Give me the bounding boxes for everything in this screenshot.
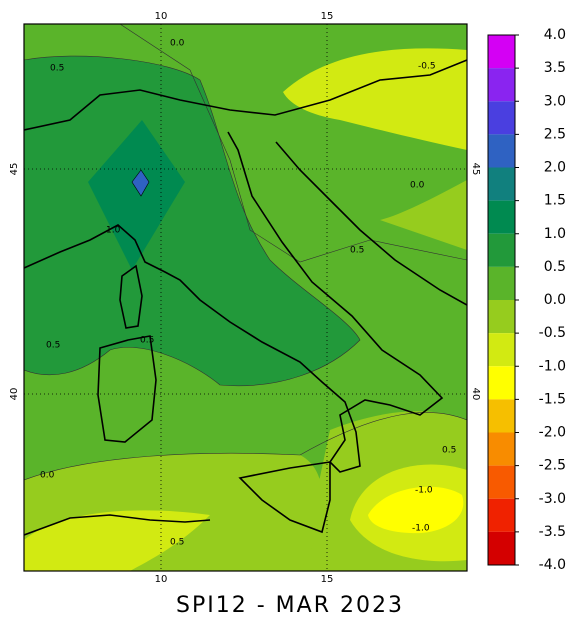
colorbar-label: 2.5 xyxy=(544,126,566,142)
colorbar-label: 2.0 xyxy=(544,160,566,176)
colorbar-band xyxy=(488,200,515,234)
colorbar-band xyxy=(488,300,515,334)
field-05-10 xyxy=(24,56,360,386)
colorbar-band xyxy=(488,134,515,168)
contour-label: 0.5 xyxy=(50,64,64,74)
contour-labels: 0.0 0.5 -0.5 0.0 1.0 0.5 0.5 0.5 0.0 0.5… xyxy=(40,39,456,548)
colorbar-band xyxy=(488,333,515,367)
sicily xyxy=(238,461,331,534)
contour-label: 0.0 xyxy=(170,39,185,49)
contour-label: 0.5 xyxy=(46,341,60,351)
lat-label: 45 xyxy=(470,163,481,176)
colorbar-label: -1.5 xyxy=(539,391,566,407)
colorbar-label: 0.5 xyxy=(544,259,566,275)
colorbar-label: 4.0 xyxy=(544,27,566,43)
title: SPI12 - MAR 2023 xyxy=(176,593,404,618)
contour-label: -0.5 xyxy=(418,62,436,72)
coastline xyxy=(24,131,444,473)
coastline xyxy=(275,141,467,306)
field-m05-m10 xyxy=(24,510,210,571)
colorbar: 4.0 3.5 3.0 2.5 2.0 1.5 1.0 0.5 0.0 -0.5 -1.0 -1.5 -… xyxy=(487,27,566,573)
contour-label: 1.0 xyxy=(106,226,121,236)
field-20-25 xyxy=(131,169,150,197)
colorbar-band xyxy=(488,233,515,267)
lat-label: 40 xyxy=(470,388,481,401)
contour-label: 0.5 xyxy=(350,246,364,256)
colorbar-label: 1.0 xyxy=(544,226,566,242)
contour-label: 0.5 xyxy=(170,538,184,548)
colorbar-label: -4.0 xyxy=(539,557,566,573)
colorbar-band xyxy=(488,35,515,69)
colorbar-band xyxy=(488,101,515,135)
colorbar-label: -0.5 xyxy=(539,325,566,341)
colorbar-label: -1.0 xyxy=(539,358,566,374)
colorbar-band xyxy=(488,167,515,201)
colorbar-band xyxy=(488,266,515,300)
colorbar-label: -2.0 xyxy=(539,425,566,441)
contour-label: 0.5 xyxy=(140,336,154,346)
lon-label: 10 xyxy=(155,574,168,585)
colorbar-label: -3.0 xyxy=(539,491,566,507)
field-m05-m10 xyxy=(283,48,467,150)
lon-label: 10 xyxy=(155,11,168,22)
colorbar-band xyxy=(488,531,515,565)
africa-coast xyxy=(24,514,211,536)
field-10-15 xyxy=(88,120,185,270)
isoline xyxy=(24,55,361,387)
lat-label: 40 xyxy=(9,388,20,401)
axis-labels: 10 15 10 15 45 40 45 40 xyxy=(9,11,481,585)
field-m10-m15 xyxy=(368,486,464,534)
colorbar-band xyxy=(488,68,515,102)
lon-label: 15 xyxy=(321,574,334,585)
lat-label: 45 xyxy=(9,163,20,176)
colorbar-band xyxy=(488,366,515,400)
colorbar-label: -3.5 xyxy=(539,524,566,540)
isoline xyxy=(119,24,467,263)
field-m0-m05 xyxy=(380,180,467,250)
map-field xyxy=(24,24,467,571)
map-frame xyxy=(23,23,468,572)
colorbar-band xyxy=(488,465,515,499)
contour-label: -1.0 xyxy=(412,524,430,534)
sardinia xyxy=(97,335,157,443)
contour-label: 0.5 xyxy=(442,446,456,456)
contour-label: -1.0 xyxy=(415,486,433,496)
colorbar-label: 3.5 xyxy=(544,60,566,76)
colorbar-band xyxy=(488,432,515,466)
lon-label: 15 xyxy=(321,11,334,22)
contour-label: 0.0 xyxy=(40,471,55,481)
colorbar-label: -2.5 xyxy=(539,458,566,474)
colorbar-label: 0.0 xyxy=(544,292,566,308)
border xyxy=(24,59,467,131)
colorbar-band xyxy=(488,498,515,532)
corsica xyxy=(119,264,143,329)
colorbar-label: 3.0 xyxy=(544,93,566,109)
colorbar-band xyxy=(488,399,515,433)
colorbar-label: 1.5 xyxy=(544,193,566,209)
contour-label: 0.0 xyxy=(410,181,425,191)
